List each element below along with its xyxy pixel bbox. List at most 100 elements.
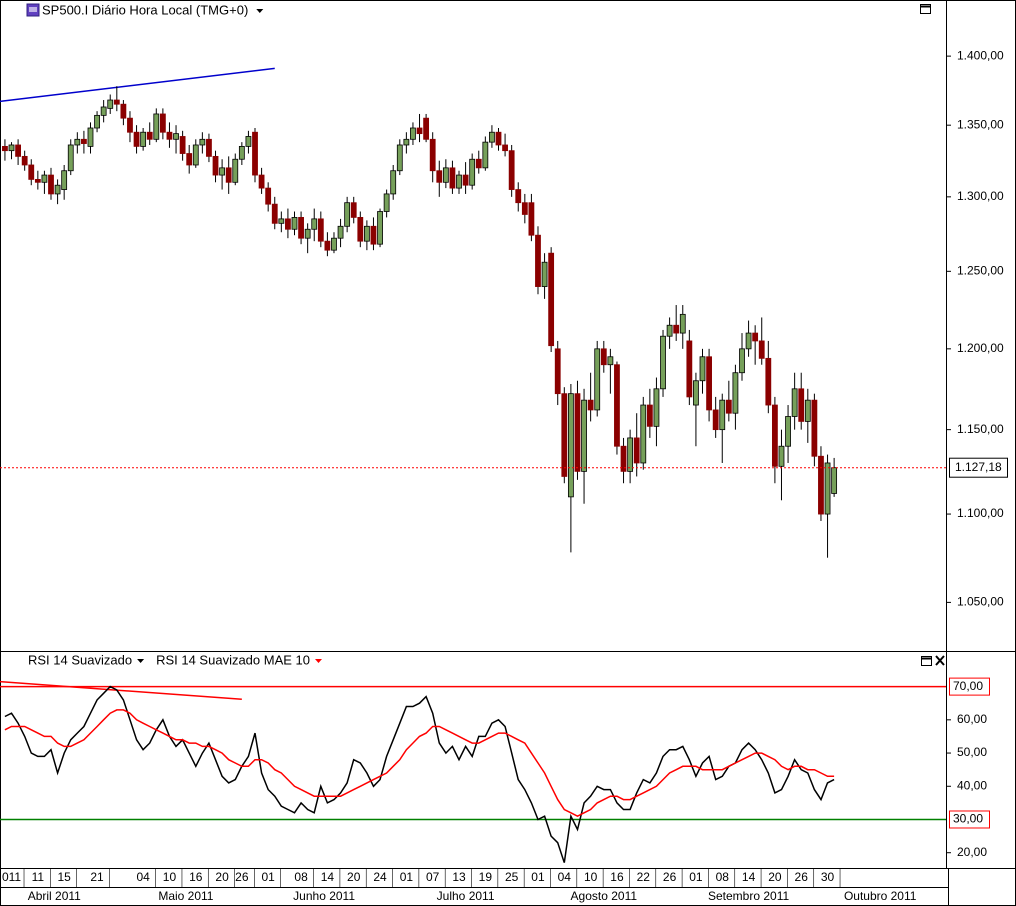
x-tick-label: 14: [321, 870, 335, 884]
candle-body: [489, 131, 495, 143]
candle-body: [482, 141, 489, 169]
candle-body: [686, 340, 693, 398]
candle-body: [113, 99, 120, 105]
month-label: Julho 2011: [437, 889, 495, 903]
candle-body: [232, 158, 239, 183]
candle-body: [416, 127, 423, 135]
x-tick-label: 10: [584, 870, 598, 884]
candle-body: [192, 144, 199, 166]
candle-body: [673, 324, 680, 334]
candle-body: [660, 335, 666, 390]
candle-body: [765, 357, 772, 406]
candle-body: [791, 388, 798, 417]
candle-body: [81, 138, 87, 144]
x-tick-label: 19: [479, 870, 493, 884]
candle-body: [146, 131, 153, 140]
candle-body: [646, 404, 653, 427]
dropdown-arrow[interactable]: [256, 9, 264, 13]
series-line: [4, 685, 835, 863]
candle-body: [396, 144, 403, 172]
candle-body: [831, 467, 838, 494]
candle-body: [712, 409, 719, 431]
candle-body: [48, 174, 54, 195]
candle-body: [693, 380, 699, 406]
level-label: 70,00: [953, 679, 983, 693]
candle-body: [548, 252, 555, 347]
x-tick-label: 08: [716, 870, 730, 884]
maximize-button[interactable]: [920, 4, 931, 14]
rsi-close-button[interactable]: [935, 655, 945, 666]
candle-body: [600, 348, 607, 366]
month-label: Agosto 2011: [571, 889, 638, 903]
candle-body: [607, 356, 614, 366]
dropdown-arrow[interactable]: [137, 659, 145, 663]
candle-body: [159, 113, 166, 133]
candle-body: [567, 393, 574, 498]
candle-body: [252, 131, 258, 176]
x-tick-label: 30: [821, 870, 835, 884]
x-tick-label: 11: [32, 870, 45, 884]
candle-body: [771, 404, 778, 467]
candle-body: [752, 332, 759, 342]
rsi-maximize-button[interactable]: [921, 656, 932, 666]
month-label: Outubro 2011: [844, 889, 917, 903]
candle-body: [324, 240, 331, 251]
candle-body: [186, 153, 193, 166]
candle-body: [245, 136, 252, 147]
candle-body: [403, 138, 410, 146]
candle-body: [238, 145, 245, 160]
candle-body: [515, 189, 522, 204]
candle-body: [429, 138, 436, 172]
candle-body: [140, 131, 147, 147]
candle-body: [363, 225, 370, 242]
y-tick-label: 1.200,00: [957, 341, 1004, 355]
y-tick-label: 1.050,00: [957, 595, 1004, 609]
legend-entry[interactable]: RSI 14 Suavizado: [28, 652, 132, 667]
legend-entry[interactable]: RSI 14 Suavizado MAE 10: [156, 652, 310, 667]
month-label: Maio 2011: [158, 889, 213, 903]
x-tick-label: 24: [373, 870, 387, 884]
candle-body: [15, 144, 21, 157]
dropdown-arrow[interactable]: [315, 659, 322, 663]
y-tick-label: 1.150,00: [957, 422, 1004, 436]
x-tick-label: 13: [452, 870, 466, 884]
y-tick-label: 1.400,00: [957, 48, 1004, 62]
candle-body: [574, 393, 581, 472]
candle-body: [706, 356, 712, 411]
candle-body: [541, 261, 548, 287]
level-label: 30,00: [953, 812, 983, 826]
candle-body: [725, 399, 732, 414]
candle-body: [127, 117, 133, 133]
candle-body: [107, 99, 114, 109]
candle-body: [462, 174, 469, 186]
x-tick-label: 26: [795, 870, 809, 884]
candle-body: [495, 131, 502, 146]
candle-body: [173, 133, 179, 140]
y-tick-label: 60,00: [957, 712, 987, 726]
candle-body: [824, 462, 831, 515]
x-tick-label: 14: [742, 870, 756, 884]
y-tick-label: 1.350,00: [957, 117, 1004, 131]
candle-body: [442, 167, 449, 183]
candle-body: [528, 202, 535, 236]
candle-body: [317, 218, 324, 242]
symbol-icon-detail: [29, 7, 37, 12]
candle-body: [594, 348, 601, 411]
candle-body: [67, 144, 74, 172]
candle-body: [653, 388, 660, 427]
candle-body: [785, 416, 791, 447]
rsi-plot: [0, 680, 946, 863]
candle-body: [732, 372, 739, 414]
candle-body: [666, 324, 673, 337]
x-tick-label: 16: [610, 870, 624, 884]
candle-body: [212, 155, 219, 176]
x-tick-label: 01: [261, 870, 275, 884]
x-tick-label: 011: [2, 870, 21, 884]
candle-body: [502, 144, 508, 152]
chart-title[interactable]: SP500.I Diário Hora Local (TMG+0): [42, 2, 248, 17]
candle-body: [679, 313, 686, 334]
x-tick-label: 01: [400, 870, 414, 884]
x-tick-label: 01: [531, 870, 545, 884]
